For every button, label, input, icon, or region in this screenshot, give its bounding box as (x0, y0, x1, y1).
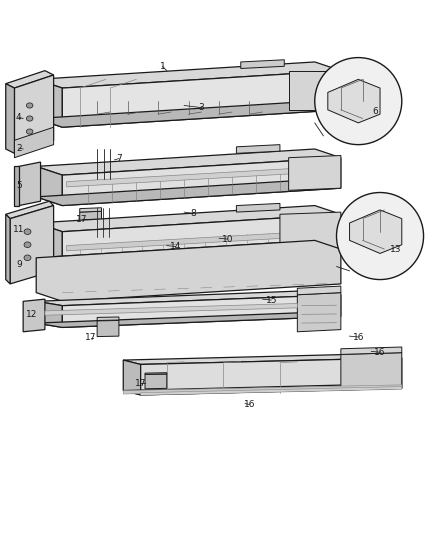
Text: 5: 5 (16, 181, 21, 190)
Text: 4: 4 (16, 112, 21, 122)
Polygon shape (36, 101, 341, 127)
Ellipse shape (26, 103, 33, 108)
Polygon shape (14, 75, 53, 154)
Polygon shape (241, 60, 284, 68)
Polygon shape (141, 386, 402, 395)
Polygon shape (328, 79, 380, 123)
Polygon shape (36, 206, 341, 232)
Polygon shape (14, 166, 19, 206)
Text: 17: 17 (135, 378, 146, 387)
Text: 16: 16 (244, 400, 255, 409)
Polygon shape (36, 149, 341, 175)
Polygon shape (97, 317, 119, 320)
Text: 12: 12 (26, 310, 38, 319)
Text: 6: 6 (373, 108, 378, 117)
Text: 1: 1 (159, 62, 165, 71)
Polygon shape (6, 71, 53, 88)
Polygon shape (123, 360, 141, 395)
Polygon shape (145, 373, 167, 375)
Polygon shape (10, 206, 53, 284)
Polygon shape (80, 208, 102, 212)
Polygon shape (141, 358, 402, 395)
Polygon shape (80, 211, 102, 228)
Polygon shape (237, 144, 280, 154)
Polygon shape (23, 299, 45, 332)
Polygon shape (36, 180, 341, 206)
Circle shape (315, 58, 402, 144)
Polygon shape (6, 201, 53, 219)
Polygon shape (350, 210, 402, 254)
Polygon shape (62, 295, 341, 327)
Polygon shape (145, 374, 167, 389)
Polygon shape (289, 71, 341, 110)
Polygon shape (6, 214, 10, 284)
Ellipse shape (24, 242, 31, 247)
Polygon shape (297, 293, 341, 332)
Polygon shape (280, 212, 341, 251)
Polygon shape (289, 156, 341, 190)
Polygon shape (36, 312, 341, 327)
Text: 16: 16 (353, 333, 364, 342)
Text: 11: 11 (13, 225, 25, 234)
Polygon shape (36, 290, 341, 305)
Polygon shape (97, 320, 119, 336)
Polygon shape (297, 286, 341, 295)
Text: 7: 7 (116, 154, 122, 163)
Text: 9: 9 (16, 260, 21, 269)
Polygon shape (237, 204, 280, 212)
Ellipse shape (24, 229, 31, 235)
Ellipse shape (26, 129, 33, 134)
Polygon shape (6, 84, 14, 154)
Circle shape (336, 192, 424, 279)
Polygon shape (36, 166, 62, 206)
Polygon shape (36, 79, 62, 127)
Polygon shape (341, 353, 402, 390)
Polygon shape (62, 214, 341, 266)
Text: 13: 13 (389, 245, 401, 254)
Polygon shape (36, 240, 341, 266)
Polygon shape (62, 158, 341, 206)
Text: 10: 10 (222, 235, 233, 244)
Ellipse shape (26, 116, 33, 121)
Ellipse shape (24, 255, 31, 261)
Polygon shape (62, 71, 341, 127)
Text: 3: 3 (199, 103, 205, 112)
Text: 14: 14 (170, 242, 181, 251)
Polygon shape (123, 384, 402, 395)
Polygon shape (36, 62, 341, 88)
Polygon shape (45, 303, 297, 315)
Text: 16: 16 (374, 348, 386, 357)
Text: 15: 15 (265, 295, 277, 304)
Polygon shape (123, 385, 402, 394)
Polygon shape (14, 127, 53, 158)
Text: 2: 2 (16, 143, 21, 152)
Polygon shape (67, 232, 306, 251)
Polygon shape (36, 301, 62, 327)
Text: 8: 8 (190, 209, 196, 218)
Text: 17: 17 (85, 333, 96, 342)
Polygon shape (36, 240, 341, 301)
Polygon shape (19, 162, 41, 206)
Polygon shape (341, 347, 402, 354)
Polygon shape (36, 223, 62, 266)
Polygon shape (67, 168, 306, 187)
Text: 17: 17 (76, 215, 88, 224)
Polygon shape (123, 353, 402, 365)
